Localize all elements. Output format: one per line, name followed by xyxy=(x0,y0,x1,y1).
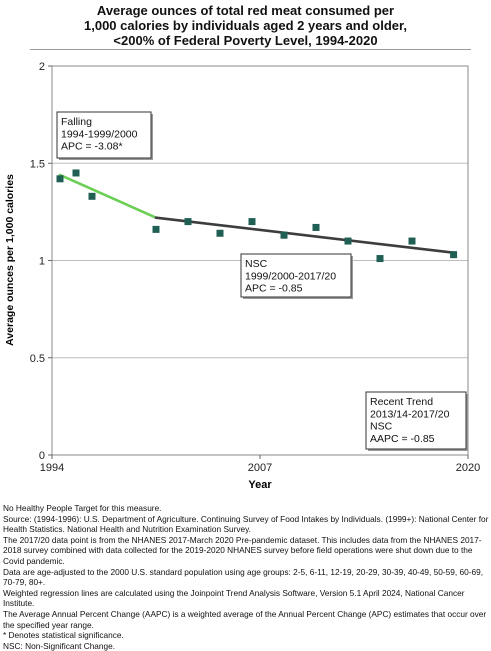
trend-segment-2 xyxy=(154,216,455,255)
y-tick-label: 1.5 xyxy=(30,158,45,170)
title-divider xyxy=(30,49,471,50)
y-axis-ticks: 0 0.5 1 1.5 2 xyxy=(30,61,52,462)
trend-lines xyxy=(58,173,455,255)
x-axis-ticks: 1994 2007 2020 xyxy=(40,455,480,474)
y-tick-label: 1 xyxy=(39,256,45,268)
chart-title: Average ounces of total red meat consume… xyxy=(0,3,491,48)
note-aapc: The Average Annual Percent Change (AAPC)… xyxy=(3,608,487,630)
data-point xyxy=(216,229,224,237)
annotation-line: APC = -0.85 xyxy=(245,283,303,295)
y-tick-label: 2 xyxy=(39,61,45,73)
x-tick-label: 2007 xyxy=(248,462,272,474)
note-age-adjusted: Data are age-adjusted to the 2000 U.S. s… xyxy=(3,566,484,588)
x-axis-label: Year xyxy=(248,479,272,491)
x-tick-label: 1994 xyxy=(40,462,64,474)
data-point xyxy=(312,223,320,231)
annotation-box xyxy=(365,391,467,450)
data-point xyxy=(88,192,96,200)
annotation-line: 2013/14-2017/20 xyxy=(370,408,450,420)
annotation-line: APC = -3.08* xyxy=(61,141,123,153)
trend-segment-1 xyxy=(58,173,158,220)
chart-area: 0 0.5 1 1.5 2 1994 2007 2020 Year Average ounc… xyxy=(4,61,480,491)
annotation-box xyxy=(240,253,352,298)
x-tick-label: 2020 xyxy=(456,462,480,474)
data-point xyxy=(344,237,352,245)
annotation-line: AAPC = -0.85 xyxy=(370,433,435,445)
y-tick-label: 0.5 xyxy=(30,353,45,365)
data-point xyxy=(408,237,416,245)
data-points xyxy=(56,169,458,263)
note-data-point: The 2017/20 data point is from the NHANE… xyxy=(3,534,482,566)
data-point xyxy=(72,169,80,177)
footnotes: No Healthy People Target for this measur… xyxy=(3,503,489,651)
data-point xyxy=(376,255,384,263)
y-axis-label: Average ounces per 1,000 calories xyxy=(4,174,16,346)
data-point xyxy=(152,225,160,233)
annotation-line: Falling xyxy=(61,116,92,128)
title-line-3: <200% of Federal Poverty Level, 1994-202… xyxy=(113,33,378,48)
data-point xyxy=(248,218,256,226)
note-target: No Healthy People Target for this measur… xyxy=(3,503,162,513)
data-point xyxy=(56,175,64,183)
annotation-line: 1999/2000-2017/20 xyxy=(245,270,336,282)
note-source: Source: (1994-1996): U.S. Department of … xyxy=(3,513,489,535)
note-significance: * Denotes statistical significance. xyxy=(3,630,124,641)
annotation-box xyxy=(56,111,152,159)
y-tick-label: 0 xyxy=(39,450,45,462)
annotation-line: Recent Trend xyxy=(370,396,433,408)
annotation-line: NSC xyxy=(370,421,393,433)
title-line-2: 1,000 calories by individuals aged 2 yea… xyxy=(84,18,407,33)
note-regression: Weighted regression lines are calculated… xyxy=(3,587,465,609)
data-point xyxy=(450,251,458,259)
data-point xyxy=(280,231,288,239)
annotation-line: 1994-1999/2000 xyxy=(61,128,138,140)
annotation-line: NSC xyxy=(245,258,268,270)
title-line-1: Average ounces of total red meat consume… xyxy=(96,3,395,18)
data-point xyxy=(184,218,192,226)
